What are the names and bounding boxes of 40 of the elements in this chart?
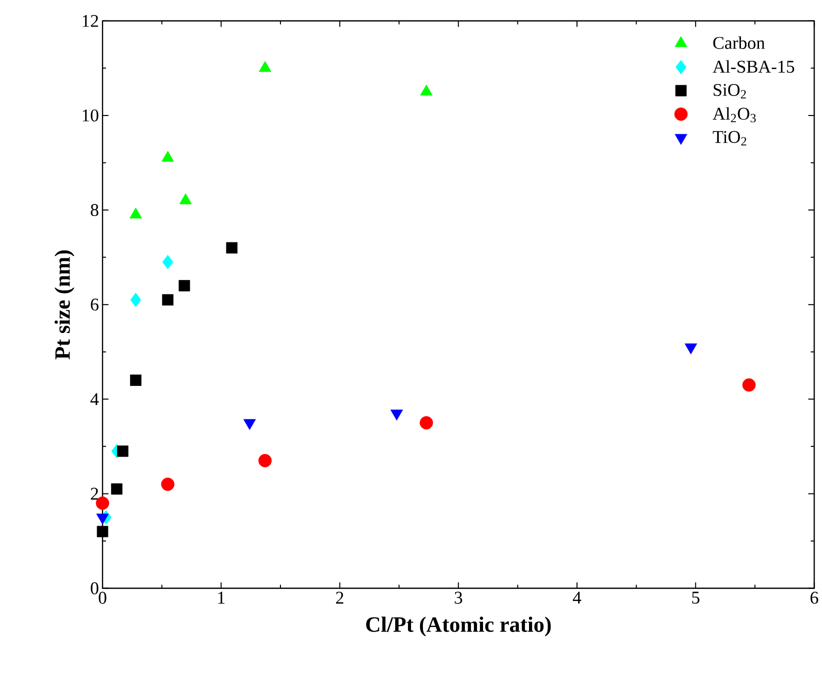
point xyxy=(258,454,272,468)
point xyxy=(162,254,174,270)
x-axis-title: Cl/Pt (Atomic ratio) xyxy=(366,616,551,636)
point xyxy=(162,150,174,162)
legend-label: Al-SBA-15 xyxy=(712,60,794,73)
legend-label: TiO$_{2}$ xyxy=(712,131,746,146)
y-tick-label: 12 xyxy=(82,15,98,27)
y-axis-title: Pt size (nm) xyxy=(54,250,74,360)
x-tick-label: 4 xyxy=(572,592,582,604)
point xyxy=(162,294,174,306)
y-tick-label: 0 xyxy=(90,582,98,594)
x-tick-label: 2 xyxy=(336,592,344,604)
legend-label: SiO$_{2}$ xyxy=(714,84,746,98)
point xyxy=(117,446,128,457)
point xyxy=(130,374,142,386)
point xyxy=(258,61,272,72)
point xyxy=(130,208,142,218)
point xyxy=(420,84,433,96)
point xyxy=(96,514,109,525)
point xyxy=(742,378,756,392)
x-tick-label: 1 xyxy=(218,592,225,604)
point xyxy=(111,483,122,495)
y-tick-label: 6 xyxy=(90,298,98,311)
point xyxy=(178,280,190,292)
legend-label: Al$_{2}$O$_{3}$ xyxy=(712,107,756,122)
point xyxy=(420,416,433,430)
point xyxy=(130,292,142,308)
y-tick-label: 2 xyxy=(90,488,98,500)
legend-label: Carbon xyxy=(713,36,765,50)
y-tick-label: 8 xyxy=(90,204,98,216)
y-tick-label: 4 xyxy=(90,393,99,406)
x-tick-label: 6 xyxy=(810,592,818,604)
x-tick-label: 3 xyxy=(454,592,462,604)
point xyxy=(96,526,108,538)
x-tick-label: 5 xyxy=(692,592,700,604)
point xyxy=(226,242,238,254)
point xyxy=(161,478,174,491)
x-tick-label: 0 xyxy=(98,592,106,604)
y-tick-label: 10 xyxy=(82,110,98,122)
point xyxy=(179,194,192,204)
